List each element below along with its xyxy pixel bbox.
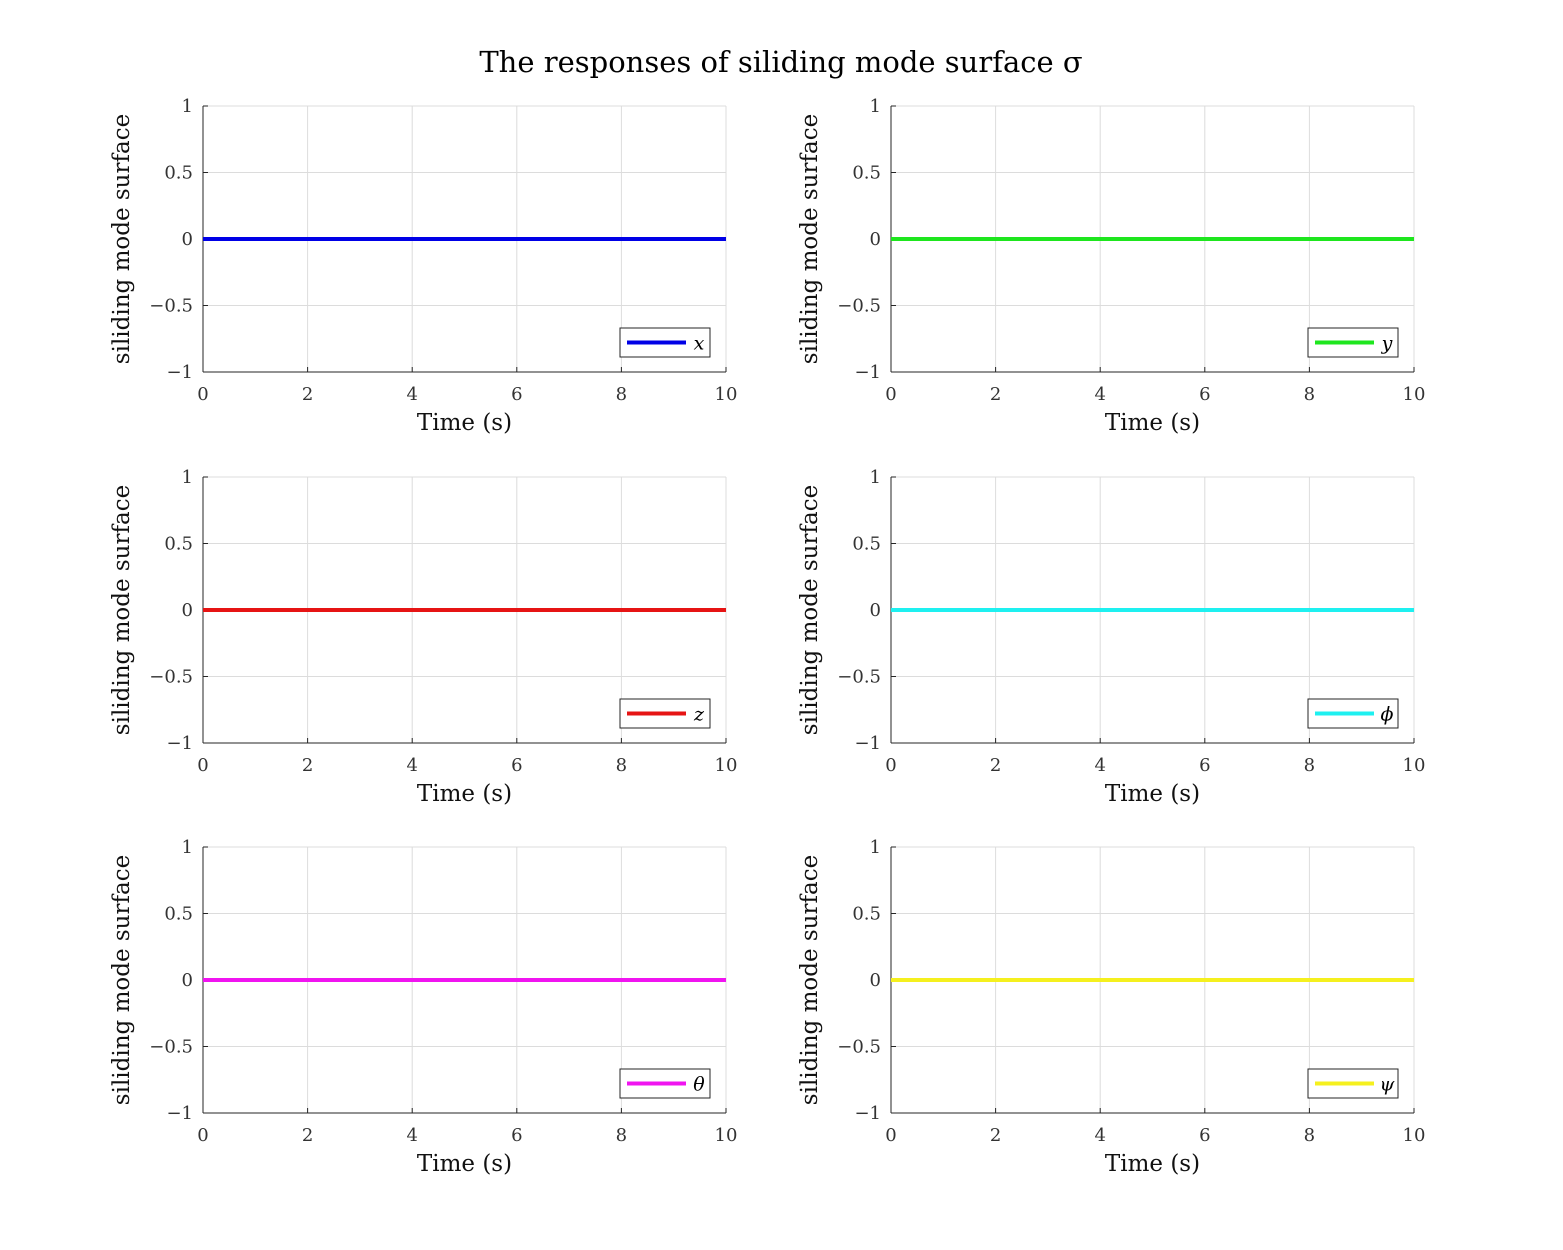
subplot-5: 0 2 4 6 8 10 1 0.5 0 −0.5 −1 Time (s) siliding mode … [109, 837, 737, 1177]
y-tick-label: −0.5 [837, 667, 881, 688]
x-tick-label: 8 [616, 384, 627, 405]
y-tick-label: 1 [182, 837, 193, 858]
y-tick-label: 1 [182, 467, 193, 488]
x-tick-label: 0 [885, 755, 896, 776]
subplot-2: 0 2 4 6 8 10 1 0.5 0 −0.5 −1 Time (s) siliding mode … [797, 96, 1425, 436]
y-tick-label: 0.5 [852, 904, 881, 925]
y-tick-label: −1 [166, 733, 193, 754]
x-tick-label: 2 [990, 384, 1001, 405]
y-tick-label: −1 [854, 1103, 881, 1124]
y-tick-label: −0.5 [837, 296, 881, 317]
y-tick-label: 0.5 [164, 904, 193, 925]
x-axis-label: Time (s) [1105, 781, 1200, 807]
x-axis-label: Time (s) [1105, 1151, 1200, 1177]
y-tick-label: 1 [182, 96, 193, 117]
legend-label: x [694, 333, 705, 355]
y-axis-label: siliding mode surface [797, 855, 823, 1105]
x-tick-label: 10 [1403, 755, 1426, 776]
x-tick-label: 2 [990, 755, 1001, 776]
y-tick-label: −0.5 [837, 1037, 881, 1058]
x-axis-label: Time (s) [417, 1151, 512, 1177]
y-tick-label: 0 [870, 229, 881, 250]
x-tick-label: 8 [1304, 1125, 1315, 1146]
subplot-3: 0 2 4 6 8 10 1 0.5 0 −0.5 −1 Time (s) siliding mode … [109, 467, 737, 807]
legend-label: y [1381, 333, 1393, 355]
x-tick-label: 10 [715, 384, 738, 405]
x-tick-label: 2 [302, 384, 313, 405]
x-tick-label: 4 [406, 755, 417, 776]
y-axis-label: siliding mode surface [109, 855, 135, 1105]
legend: y [1307, 327, 1399, 358]
x-tick-label: 8 [616, 1125, 627, 1146]
x-tick-label: 0 [197, 1125, 208, 1146]
legend: z [619, 698, 711, 729]
y-tick-label: −1 [166, 362, 193, 383]
subplot-6: 0 2 4 6 8 10 1 0.5 0 −0.5 −1 Time (s) siliding mode … [797, 837, 1425, 1177]
x-tick-label: 8 [1304, 755, 1315, 776]
x-tick-label: 10 [715, 755, 738, 776]
legend: x [619, 327, 711, 358]
x-tick-label: 2 [302, 1125, 313, 1146]
x-tick-label: 0 [885, 384, 896, 405]
legend: θ [619, 1068, 711, 1099]
x-tick-label: 4 [406, 1125, 417, 1146]
y-tick-label: 0 [870, 600, 881, 621]
y-tick-label: −1 [854, 733, 881, 754]
x-tick-label: 0 [197, 755, 208, 776]
legend-label: z [693, 704, 705, 726]
y-tick-label: 1 [870, 837, 881, 858]
x-tick-label: 10 [1403, 384, 1426, 405]
y-tick-label: 0 [182, 600, 193, 621]
y-axis-label: siliding mode surface [109, 485, 135, 735]
subplot-1: 0 2 4 6 8 10 1 0.5 0 −0.5 −1 Time (s) siliding mode … [109, 96, 737, 436]
y-tick-label: 0.5 [852, 534, 881, 555]
x-tick-label: 4 [1094, 755, 1105, 776]
y-tick-label: −0.5 [149, 1037, 193, 1058]
y-tick-label: 0.5 [164, 163, 193, 184]
x-tick-label: 6 [1199, 755, 1210, 776]
x-tick-label: 0 [197, 384, 208, 405]
x-axis-label: Time (s) [1105, 410, 1200, 436]
x-tick-label: 4 [1094, 1125, 1105, 1146]
x-tick-label: 8 [616, 755, 627, 776]
y-tick-label: 0.5 [164, 534, 193, 555]
x-tick-label: 4 [406, 384, 417, 405]
legend: ϕ [1307, 698, 1399, 729]
legend: ψ [1307, 1068, 1399, 1099]
x-tick-label: 2 [990, 1125, 1001, 1146]
y-tick-label: 1 [870, 467, 881, 488]
x-tick-label: 6 [1199, 384, 1210, 405]
x-tick-label: 6 [1199, 1125, 1210, 1146]
y-axis-label: siliding mode surface [109, 114, 135, 364]
x-tick-label: 10 [715, 1125, 738, 1146]
x-tick-label: 6 [511, 384, 522, 405]
x-tick-label: 6 [511, 1125, 522, 1146]
y-tick-label: −0.5 [149, 667, 193, 688]
subplot-4: 0 2 4 6 8 10 1 0.5 0 −0.5 −1 Time (s) siliding mode … [797, 467, 1425, 807]
y-axis-label: siliding mode surface [797, 114, 823, 364]
x-tick-label: 8 [1304, 384, 1315, 405]
x-tick-label: 10 [1403, 1125, 1426, 1146]
y-axis-label: siliding mode surface [797, 485, 823, 735]
y-tick-label: −0.5 [149, 296, 193, 317]
y-tick-label: 1 [870, 96, 881, 117]
x-tick-label: 6 [511, 755, 522, 776]
y-tick-label: −1 [854, 362, 881, 383]
x-tick-label: 0 [885, 1125, 896, 1146]
x-axis-label: Time (s) [417, 410, 512, 436]
x-tick-label: 4 [1094, 384, 1105, 405]
legend-label: ψ [1380, 1074, 1396, 1096]
x-axis-label: Time (s) [417, 781, 512, 807]
figure-title: The responses of siliding mode surface σ [479, 45, 1082, 79]
legend-label: θ [693, 1074, 705, 1096]
x-tick-label: 2 [302, 755, 313, 776]
y-tick-label: 0.5 [852, 163, 881, 184]
y-tick-label: −1 [166, 1103, 193, 1124]
legend-label: ϕ [1381, 704, 1394, 726]
y-tick-label: 0 [182, 229, 193, 250]
y-tick-label: 0 [182, 970, 193, 991]
y-tick-label: 0 [870, 970, 881, 991]
